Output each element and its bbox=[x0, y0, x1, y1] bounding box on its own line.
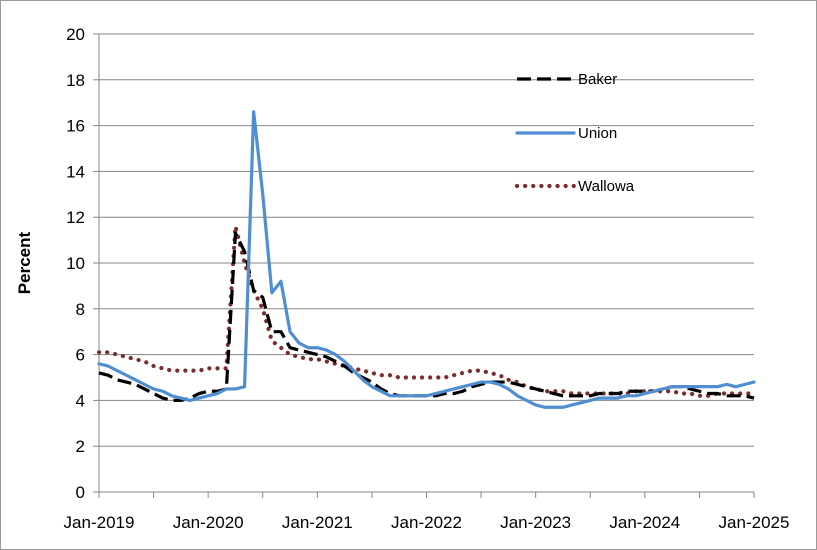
x-tick-label: Jan-2021 bbox=[282, 513, 353, 532]
series-line-baker bbox=[98, 231, 755, 402]
x-tick-label: Jan-2024 bbox=[609, 513, 680, 532]
y-tick-label: 12 bbox=[66, 208, 85, 227]
legend-label-union: Union bbox=[578, 125, 617, 142]
series-line-union bbox=[97, 110, 756, 409]
y-tick-label: 6 bbox=[76, 346, 85, 365]
x-tick-label: Jan-2020 bbox=[173, 513, 244, 532]
axes: 0 2 4 6 8 10 12 14 16 18 20 Jan-2019 Jan-2020 Jan-202… bbox=[64, 25, 790, 532]
y-tick-label: 2 bbox=[76, 437, 85, 456]
y-tick-label: 4 bbox=[76, 391, 85, 410]
y-tick-label: 8 bbox=[76, 300, 85, 319]
y-axis-title: Percent bbox=[15, 231, 34, 294]
y-tick-label: 16 bbox=[66, 117, 85, 136]
series-lines bbox=[96, 110, 757, 409]
legend-label-baker: Baker bbox=[578, 71, 617, 88]
y-tick-label: 18 bbox=[66, 71, 85, 90]
x-tick-label: Jan-2025 bbox=[719, 513, 790, 532]
legend-label-wallowa: Wallowa bbox=[578, 178, 635, 195]
y-tick-label: 0 bbox=[76, 483, 85, 502]
x-tick-label: Jan-2022 bbox=[391, 513, 462, 532]
y-tick-label: 10 bbox=[66, 254, 85, 273]
x-tick-label: Jan-2019 bbox=[64, 513, 135, 532]
y-tick-label: 14 bbox=[66, 162, 85, 181]
legend: Baker Union Wallowa bbox=[514, 71, 635, 195]
series-line-wallowa bbox=[96, 224, 757, 398]
x-tick-label: Jan-2023 bbox=[500, 513, 571, 532]
y-tick-label: 20 bbox=[66, 25, 85, 44]
gridlines bbox=[99, 33, 754, 447]
